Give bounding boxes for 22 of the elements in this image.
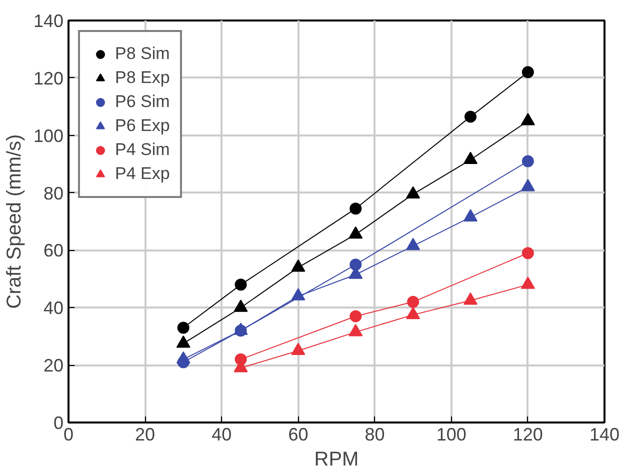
legend-label: P6 Sim	[115, 91, 170, 113]
y-tick-label: 80	[43, 183, 64, 204]
y-tick-label: 120	[33, 68, 64, 88]
x-tick-label: 80	[364, 424, 385, 444]
x-axis-title: RPM	[314, 448, 359, 470]
y-tick-label: 140	[33, 11, 64, 31]
y-tick-label: 20	[43, 356, 64, 376]
y-tick-label: 60	[43, 240, 64, 261]
x-tick-label: 60	[288, 424, 308, 444]
legend-label: P8 Exp	[115, 67, 170, 89]
x-tick-label: 100	[436, 424, 466, 444]
y-tick-label: 40	[43, 298, 64, 318]
y-tick-label: 100	[33, 126, 64, 146]
legend-label: P6 Exp	[115, 115, 170, 137]
x-tick-label: 120	[512, 424, 543, 444]
x-tick-label: 20	[135, 424, 156, 444]
x-tick-label: 40	[212, 424, 232, 444]
legend-label: P4 Sim	[115, 139, 170, 161]
legend-label: P4 Exp	[115, 163, 170, 185]
y-axis-title: Craft Speed (mm/s)	[3, 134, 26, 309]
x-tick-label: 140	[589, 424, 620, 444]
legend-label: P8 Sim	[115, 43, 170, 65]
